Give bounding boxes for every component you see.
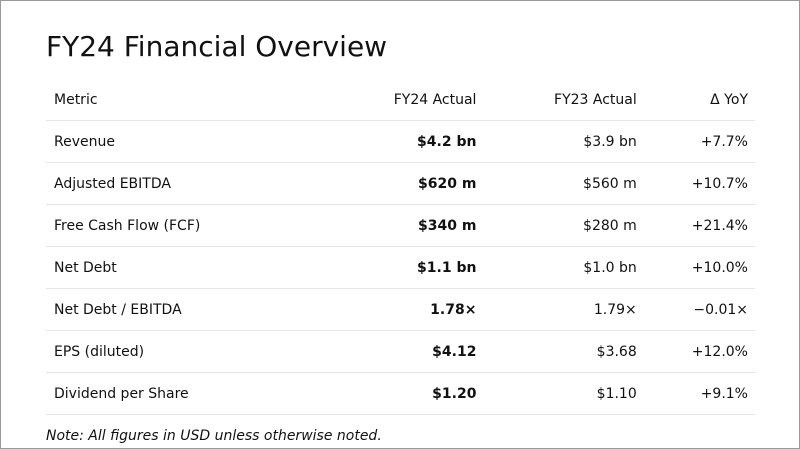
metric-cell: Net Debt: [46, 246, 341, 289]
page-title: FY24 Financial Overview: [46, 30, 388, 63]
table-row: Revenue $4.2 bn $3.9 bn +7.7%: [46, 120, 755, 163]
metric-cell: EPS (diluted): [46, 330, 341, 373]
yoy-cell: −0.01×: [636, 288, 755, 331]
fy23-cell: $3.68: [476, 330, 637, 373]
metric-cell: Free Cash Flow (FCF): [46, 204, 341, 247]
fy24-cell: $620 m: [340, 162, 477, 205]
fy23-cell: $3.9 bn: [476, 120, 637, 163]
header-fy24-actual: FY24 Actual: [340, 79, 477, 121]
fy23-cell: $280 m: [476, 204, 637, 247]
metric-cell: Adjusted EBITDA: [46, 162, 341, 205]
fy24-cell: $1.1 bn: [340, 246, 477, 289]
fy24-cell: $1.20: [340, 372, 477, 415]
yoy-cell: +10.0%: [636, 246, 755, 289]
financial-table: Metric FY24 Actual FY23 Actual Δ YoY Rev…: [46, 79, 755, 415]
fy23-cell: $560 m: [476, 162, 637, 205]
table-header-row: Metric FY24 Actual FY23 Actual Δ YoY: [46, 79, 755, 121]
header-metric: Metric: [46, 79, 341, 121]
metric-cell: Revenue: [46, 120, 341, 163]
table-row: Dividend per Share $1.20 $1.10 +9.1%: [46, 372, 755, 415]
yoy-cell: +10.7%: [636, 162, 755, 205]
footnote: Note: All figures in USD unless otherwis…: [46, 428, 382, 444]
fy23-cell: $1.0 bn: [476, 246, 637, 289]
table-row: EPS (diluted) $4.12 $3.68 +12.0%: [46, 330, 755, 373]
yoy-cell: +7.7%: [636, 120, 755, 163]
yoy-cell: +9.1%: [636, 372, 755, 415]
metric-cell: Net Debt / EBITDA: [46, 288, 341, 331]
fy24-cell: $340 m: [340, 204, 477, 247]
fy24-cell: $4.12: [340, 330, 477, 373]
table-row: Net Debt $1.1 bn $1.0 bn +10.0%: [46, 246, 755, 289]
fy23-cell: 1.79×: [476, 288, 637, 331]
fy24-cell: 1.78×: [340, 288, 477, 331]
table-row: Free Cash Flow (FCF) $340 m $280 m +21.4…: [46, 204, 755, 247]
header-yoy: Δ YoY: [636, 79, 755, 121]
fy23-cell: $1.10: [476, 372, 637, 415]
table-row: Net Debt / EBITDA 1.78× 1.79× −0.01×: [46, 288, 755, 331]
table-row: Adjusted EBITDA $620 m $560 m +10.7%: [46, 162, 755, 205]
yoy-cell: +21.4%: [636, 204, 755, 247]
metric-cell: Dividend per Share: [46, 372, 341, 415]
header-fy23-actual: FY23 Actual: [476, 79, 637, 121]
fy24-cell: $4.2 bn: [340, 120, 477, 163]
yoy-cell: +12.0%: [636, 330, 755, 373]
